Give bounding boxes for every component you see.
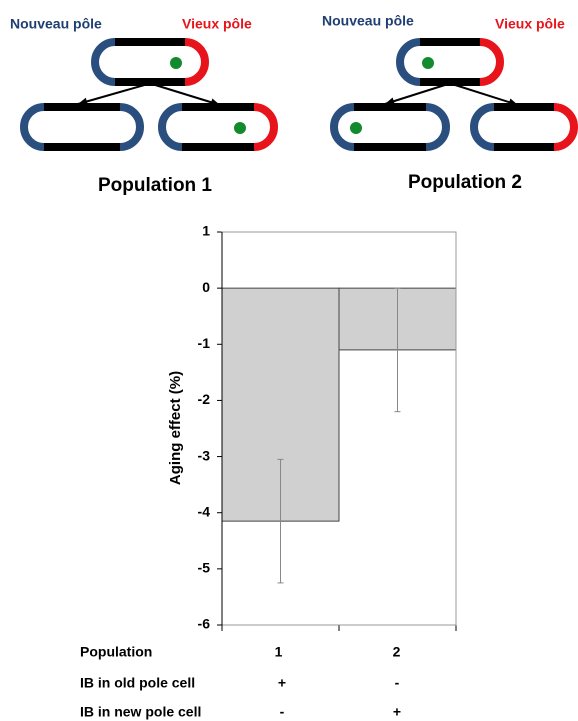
y-tick-label: -6 [198,616,211,632]
cell-pole [91,38,116,86]
row-label: IB in old pole cell [80,675,195,691]
y-tick-label: -4 [198,503,211,519]
pole-label: Vieux pôle [495,16,565,32]
inclusion-body [234,122,246,134]
y-tick-label: -5 [198,560,211,576]
cell-pole [396,38,421,86]
cell-pole [119,103,144,151]
y-tick-label: -2 [198,391,211,407]
population-label: Population 1 [98,175,212,196]
x-tick-label: 2 [393,644,401,660]
y-axis-label: Aging effect (%) [167,371,184,485]
pole-label: Nouveau pôle [10,16,102,32]
table-header: Population [80,644,152,660]
arrow [384,83,449,105]
y-tick-label: 1 [202,223,210,239]
pole-label: Vieux pôle [182,16,252,32]
cell-pole [158,103,183,151]
cell-pole [479,38,504,86]
x-tick-label: 1 [275,644,283,660]
cell-pole [184,38,209,86]
y-tick-label: 0 [202,279,210,295]
cell-pole [470,103,495,151]
inclusion-body [170,57,182,69]
row-value: - [280,704,285,720]
row-value: - [395,675,400,691]
arrow [151,83,221,106]
inclusion-body [350,122,362,134]
row-label: IB in new pole cell [80,704,201,720]
cell-pole [253,103,278,151]
row-value: + [393,704,401,720]
y-tick-label: -3 [198,447,211,463]
arrow [451,83,519,106]
cell-pole [330,103,355,151]
population-label: Population 2 [408,172,522,193]
cell-pole [553,103,578,151]
pole-label: Nouveau pôle [322,13,414,29]
cell-pole [425,103,450,151]
row-value: + [278,675,286,691]
inclusion-body [422,57,434,69]
cell-pole [20,103,45,151]
y-tick-label: -1 [198,335,211,351]
arrow [77,83,149,105]
